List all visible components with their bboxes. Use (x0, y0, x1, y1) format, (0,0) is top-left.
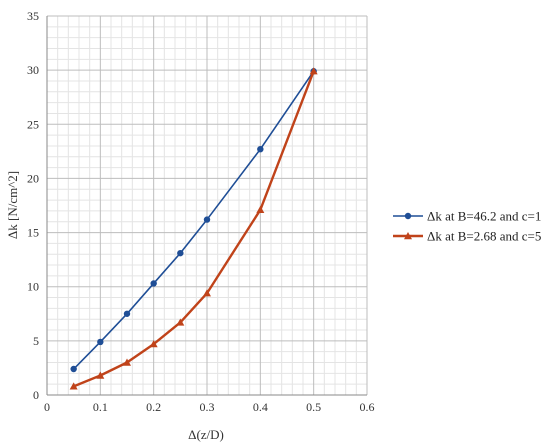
legend-item-2: Δk at B=2.68 and c=5 (393, 229, 541, 244)
series-2-point (149, 340, 158, 348)
legend-swatch-marker (404, 212, 412, 220)
series-2 (69, 67, 318, 390)
series-1 (70, 68, 317, 373)
y-tick-label: 25 (27, 117, 39, 131)
y-tick-label: 35 (27, 9, 39, 23)
y-tick-label: 15 (27, 226, 39, 240)
x-tick-label: 0 (44, 400, 50, 414)
series-1-point (150, 280, 157, 287)
legend-item-1: Δk at B=46.2 and c=1 (393, 209, 541, 224)
series-2-point (256, 205, 265, 214)
series-2-point (309, 67, 318, 75)
series-2-point (203, 289, 211, 297)
axes (46, 16, 367, 396)
legend: Δk at B=46.2 and c=1 Δk at B=2.68 and c=5 (393, 209, 541, 244)
legend-label: Δk at B=46.2 and c=1 (427, 209, 541, 224)
series-2-point (69, 382, 78, 390)
series-1-point (177, 249, 184, 257)
legend-label: Δk at B=2.68 and c=5 (427, 229, 541, 244)
series-1-point (257, 145, 264, 153)
x-tick-label: 0.4 (253, 400, 268, 414)
y-axis-title: Δk [N/cm^2] (5, 171, 20, 239)
x-tick-label: 0.5 (306, 400, 321, 414)
y-tick-label: 10 (27, 280, 39, 294)
x-tick-label: 0.2 (146, 400, 161, 414)
x-tick-label: 0.6 (360, 400, 375, 414)
y-tick-label: 5 (33, 334, 39, 348)
x-tick-label: 0.3 (200, 400, 215, 414)
series-1-point (203, 216, 211, 223)
series-1-point (97, 338, 104, 346)
series-2-line (73, 70, 315, 388)
legend-swatch-marker (404, 232, 412, 240)
x-tick-label: 0.1 (93, 400, 108, 414)
series-2-point (123, 358, 131, 366)
y-tick-label: 20 (27, 171, 39, 185)
x-axis-title: Δ(z/D) (188, 427, 224, 442)
series-2-point (176, 318, 185, 326)
series-1-point (70, 365, 77, 373)
tick-labels: 0 0.1 0.2 0.3 0.4 0.5 0.6 0 5 10 15 20 25 30 35 (27, 9, 375, 414)
y-tick-label: 0 (33, 388, 39, 402)
major-gridlines (47, 15, 368, 395)
series-layer (69, 67, 318, 390)
series-1-line (73, 70, 315, 370)
series-2-point (96, 371, 105, 379)
y-tick-label: 30 (27, 63, 39, 77)
series-1-point (123, 310, 131, 317)
